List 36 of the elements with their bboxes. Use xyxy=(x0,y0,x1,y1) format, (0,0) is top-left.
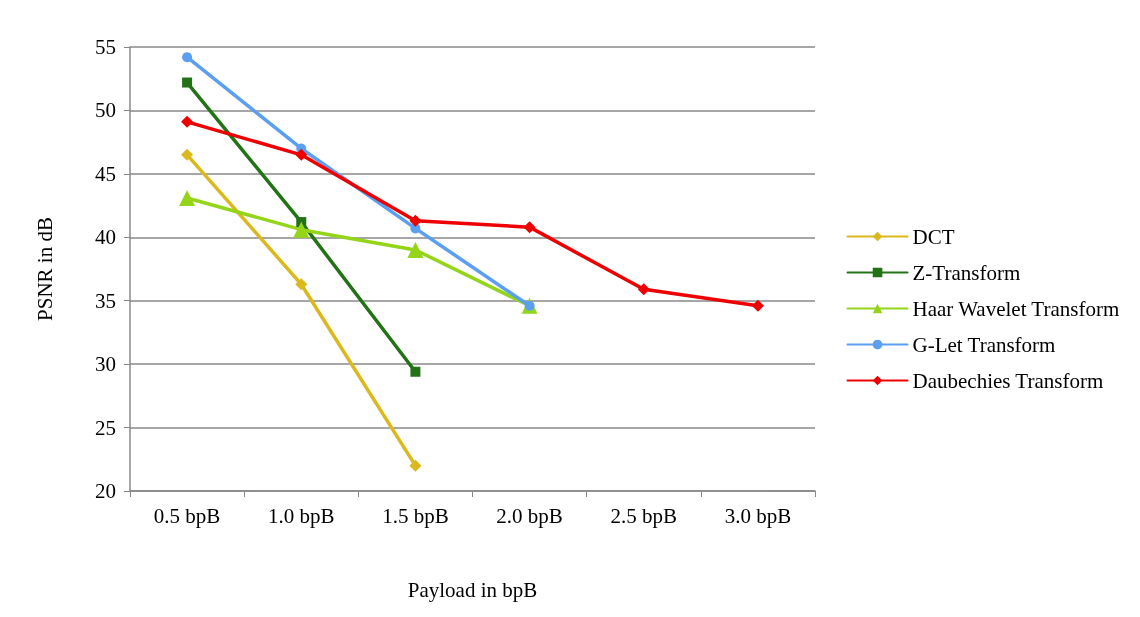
legend-label: Daubechies Transform xyxy=(912,368,1104,393)
y-tick-label: 45 xyxy=(95,161,116,186)
legend-label: Haar Wavelet Transform xyxy=(912,296,1120,321)
point xyxy=(293,221,310,238)
x-tick-label: 3.0 bpB xyxy=(724,503,792,528)
point xyxy=(179,189,196,206)
x-tick-label: 2.5 bpB xyxy=(610,503,678,528)
legend-label: Z-Transform xyxy=(912,260,1021,285)
x-tick-label: 0.5 bpB xyxy=(153,503,221,528)
point xyxy=(410,366,421,377)
point xyxy=(295,148,308,161)
point xyxy=(182,77,193,88)
x-tick-label: 2.0 bpB xyxy=(496,503,563,528)
legend-label: DCT xyxy=(912,224,955,249)
y-tick-label: 30 xyxy=(95,352,116,377)
x-tick-label: 1.5 bpB xyxy=(382,503,449,528)
point xyxy=(181,115,194,128)
y-tick-label: 25 xyxy=(95,415,116,440)
x-tick-label: 1.0 bpB xyxy=(267,503,335,528)
y-tick-label: 40 xyxy=(95,225,116,250)
point xyxy=(295,278,308,291)
point xyxy=(409,459,422,472)
point xyxy=(637,283,650,296)
y-tick-label: 35 xyxy=(95,288,116,313)
point xyxy=(407,241,424,258)
legend-label: G-Let Transform xyxy=(912,332,1056,357)
x-axis-title: Payload in bpB xyxy=(407,577,538,602)
point xyxy=(409,214,422,227)
y-tick-label: 20 xyxy=(95,479,116,503)
point xyxy=(182,52,193,63)
point xyxy=(181,148,194,161)
y-tick-label: 50 xyxy=(95,98,116,123)
y-axis-title: PSNR in dB xyxy=(32,217,57,321)
y-tick-label: 55 xyxy=(95,35,116,59)
point xyxy=(751,299,764,312)
point xyxy=(523,221,536,234)
